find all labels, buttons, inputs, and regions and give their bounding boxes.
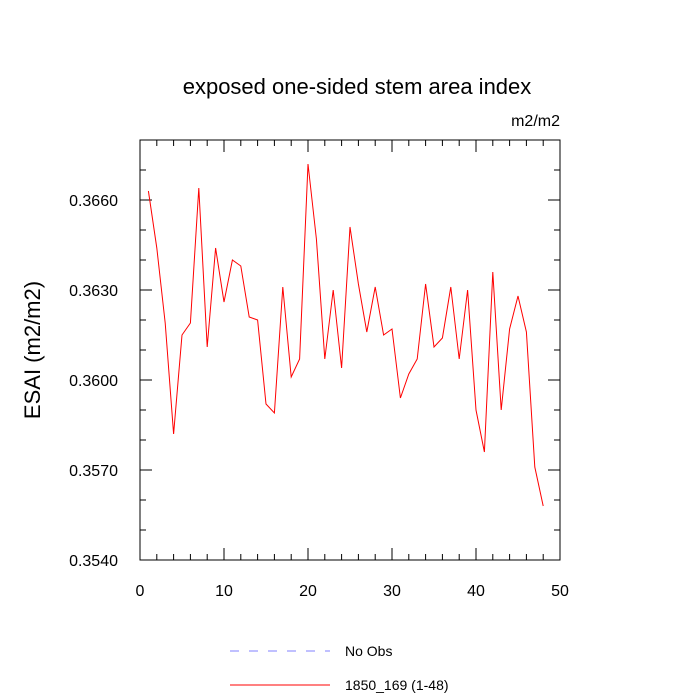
data-point (240, 265, 241, 266)
data-point (333, 289, 334, 290)
data-point (274, 412, 275, 413)
data-point (148, 190, 149, 191)
units-label: m2/m2 (511, 113, 560, 130)
axis-ticks (139, 139, 561, 561)
x-tick-label: 0 (136, 583, 145, 600)
data-point (509, 328, 510, 329)
data-point (316, 238, 317, 239)
data-point (467, 289, 468, 290)
legend: No Obs 1850_169 (1-48) (230, 643, 449, 693)
tick-labels: 0 10 20 30 40 50 0.3540 0.3570 0.3600 0.3630 0.366… (69, 193, 569, 600)
data-point (341, 367, 342, 368)
legend-label-no-obs: No Obs (345, 643, 392, 659)
x-tick-label: 10 (215, 583, 233, 600)
data-point (198, 187, 199, 188)
data-point (543, 505, 544, 506)
data-point (307, 163, 308, 164)
chart-title: exposed one-sided stem area index (183, 74, 532, 99)
data-point (366, 331, 367, 332)
data-point (190, 322, 191, 323)
data-point (417, 358, 418, 359)
data-point (358, 283, 359, 284)
data-point (232, 259, 233, 260)
data-point (181, 334, 182, 335)
data-point (223, 301, 224, 302)
data-point (173, 433, 174, 434)
data-point (484, 451, 485, 452)
data-point (526, 331, 527, 332)
data-point (349, 226, 350, 227)
y-tick-label: 0.3600 (69, 373, 118, 390)
data-point (257, 319, 258, 320)
x-tick-label: 20 (299, 583, 317, 600)
data-point (459, 358, 460, 359)
data-point (475, 409, 476, 410)
y-tick-label: 0.3630 (69, 283, 118, 300)
data-point (324, 358, 325, 359)
x-tick-label: 50 (551, 583, 569, 600)
data-point (450, 286, 451, 287)
data-point (408, 373, 409, 374)
data-point (282, 286, 283, 287)
data-point (299, 358, 300, 359)
data-point (534, 466, 535, 467)
data-point (400, 397, 401, 398)
data-point (375, 286, 376, 287)
series-layer (147, 163, 544, 507)
y-tick-label: 0.3570 (69, 463, 118, 480)
data-point (492, 271, 493, 272)
y-tick-label: 0.3660 (69, 193, 118, 210)
y-axis-label: ESAI (m2/m2) (20, 281, 45, 419)
y-tick-label: 0.3540 (69, 553, 118, 570)
data-point (501, 409, 502, 410)
series-line (147, 163, 544, 507)
x-tick-label: 30 (383, 583, 401, 600)
data-point (391, 328, 392, 329)
data-point (215, 247, 216, 248)
data-point (291, 376, 292, 377)
data-point (156, 247, 157, 248)
data-point (442, 337, 443, 338)
data-point (383, 334, 384, 335)
data-point (433, 346, 434, 347)
data-point (517, 295, 518, 296)
plot-frame (139, 139, 561, 561)
data-point (165, 322, 166, 323)
data-point (207, 346, 208, 347)
data-point (265, 403, 266, 404)
data-point (425, 283, 426, 284)
x-tick-label: 40 (467, 583, 485, 600)
legend-label-series: 1850_169 (1-48) (345, 677, 449, 693)
data-point (249, 316, 250, 317)
